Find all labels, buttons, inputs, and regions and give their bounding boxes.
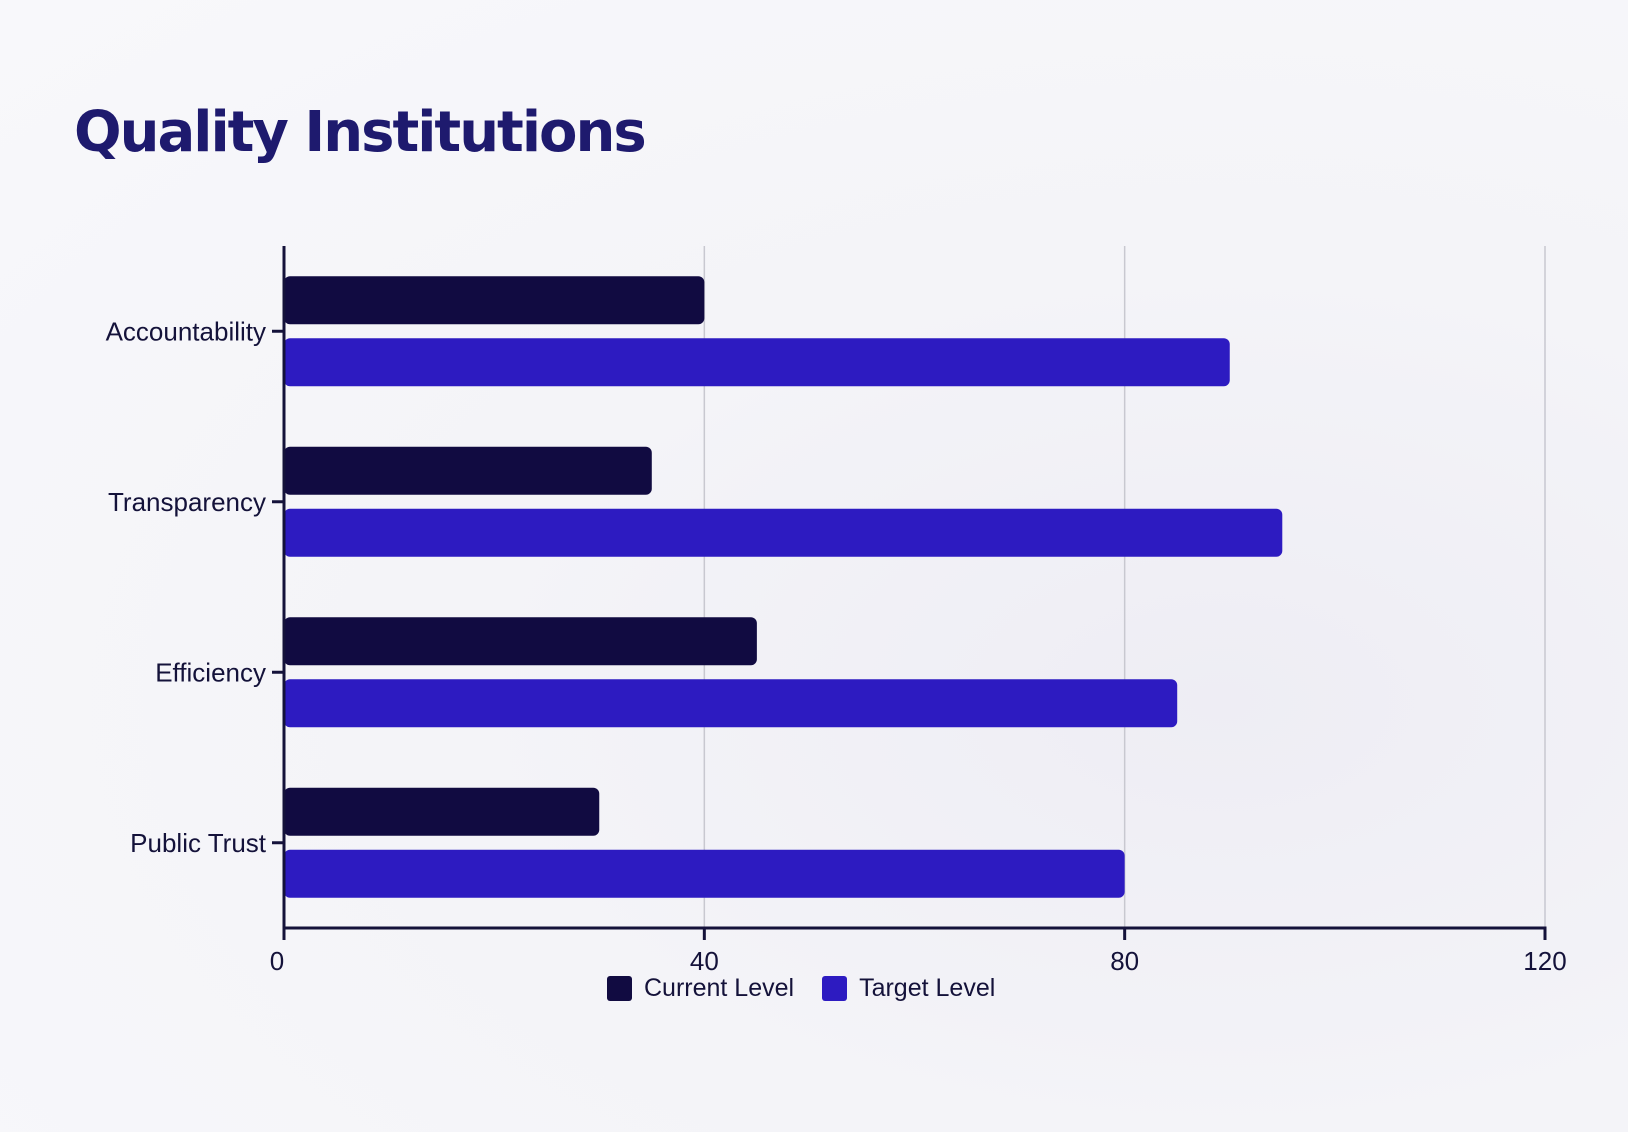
category-label: Public Trust	[130, 828, 267, 858]
bar-target-level	[284, 338, 1230, 387]
x-tick-label: 0	[270, 946, 284, 976]
bar-current-level	[284, 617, 757, 666]
x-tick-label: 120	[1523, 946, 1566, 976]
axis-labels: 0 40 80 120 Accountability Transparency Effici…	[106, 316, 1567, 976]
bar-current-level	[284, 276, 705, 325]
category-label: Efficiency	[155, 657, 266, 687]
bar-current-level	[284, 446, 652, 495]
legend-label-current: Current Level	[644, 974, 795, 1002]
legend-item-target[interactable]: Target Level	[822, 974, 995, 1003]
bar-current-level	[284, 787, 600, 836]
legend-item-current[interactable]: Current Level	[607, 974, 794, 1003]
chart-title: Quality Institutions	[74, 100, 647, 165]
legend-label-target: Target Level	[859, 974, 996, 1002]
legend-swatch-current	[607, 976, 632, 1001]
bar-target-level	[284, 508, 1283, 557]
axes	[272, 246, 1547, 940]
x-tick-label: 40	[690, 946, 719, 976]
category-label: Transparency	[108, 487, 266, 517]
legend-swatch-target	[822, 976, 848, 1001]
category-label: Accountability	[106, 316, 266, 346]
bar-target-level	[284, 679, 1178, 728]
bars	[284, 276, 1283, 898]
legend: Current Level Target Level	[607, 974, 1023, 1003]
x-tick-label: 80	[1110, 946, 1139, 976]
bar-target-level	[284, 849, 1125, 898]
